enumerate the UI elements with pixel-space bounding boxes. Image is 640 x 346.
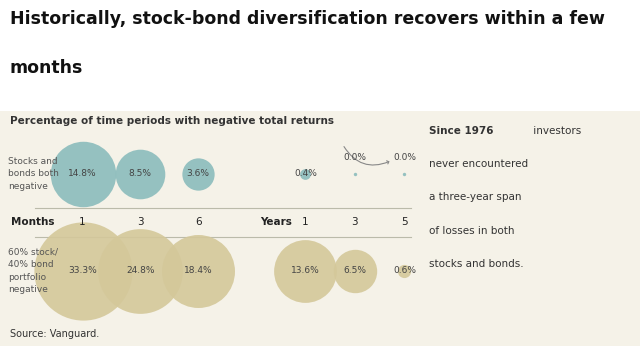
Text: 6.5%: 6.5% [344, 266, 367, 275]
Point [399, 171, 410, 176]
Text: Stocks and
bonds both
negative: Stocks and bonds both negative [8, 157, 59, 191]
Text: 3: 3 [137, 217, 143, 227]
Text: Months: Months [12, 217, 55, 227]
Text: 0.0%: 0.0% [344, 153, 367, 162]
Point [399, 268, 410, 274]
Text: Years: Years [260, 217, 292, 227]
Text: 33.3%: 33.3% [68, 266, 97, 275]
Text: 14.8%: 14.8% [68, 169, 97, 178]
Text: 8.5%: 8.5% [129, 169, 152, 178]
Text: 0.0%: 0.0% [393, 153, 416, 162]
Point [193, 171, 204, 176]
Text: 1: 1 [79, 217, 86, 227]
Point [350, 171, 360, 176]
Text: Since 1976: Since 1976 [429, 126, 493, 136]
Text: 0.4%: 0.4% [294, 169, 317, 178]
Text: 5: 5 [401, 217, 408, 227]
Text: 13.6%: 13.6% [291, 266, 320, 275]
Text: 24.8%: 24.8% [126, 266, 155, 275]
Text: a three-year span: a three-year span [429, 192, 522, 202]
Point [135, 268, 145, 274]
Text: investors: investors [530, 126, 581, 136]
Text: 18.4%: 18.4% [184, 266, 212, 275]
Point [135, 171, 145, 176]
Text: 6: 6 [195, 217, 202, 227]
Text: Source: Vanguard.: Source: Vanguard. [10, 329, 99, 339]
Text: stocks and bonds.: stocks and bonds. [429, 259, 524, 269]
Point [77, 171, 88, 176]
Text: 3: 3 [351, 217, 358, 227]
Point [350, 268, 360, 274]
Text: Percentage of time periods with negative total returns: Percentage of time periods with negative… [10, 116, 333, 126]
Point [300, 171, 310, 176]
Point [300, 268, 310, 274]
Point [193, 268, 204, 274]
Point [77, 268, 88, 274]
Text: months: months [10, 59, 83, 77]
Text: never encountered: never encountered [429, 159, 528, 169]
Text: of losses in both: of losses in both [429, 226, 515, 236]
Text: 0.6%: 0.6% [393, 266, 416, 275]
Text: 1: 1 [302, 217, 308, 227]
Text: Historically, stock-bond diversification recovers within a few: Historically, stock-bond diversification… [10, 10, 604, 28]
Text: 60% stock/
40% bond
portfolio
negative: 60% stock/ 40% bond portfolio negative [8, 248, 58, 294]
Text: 3.6%: 3.6% [187, 169, 210, 178]
